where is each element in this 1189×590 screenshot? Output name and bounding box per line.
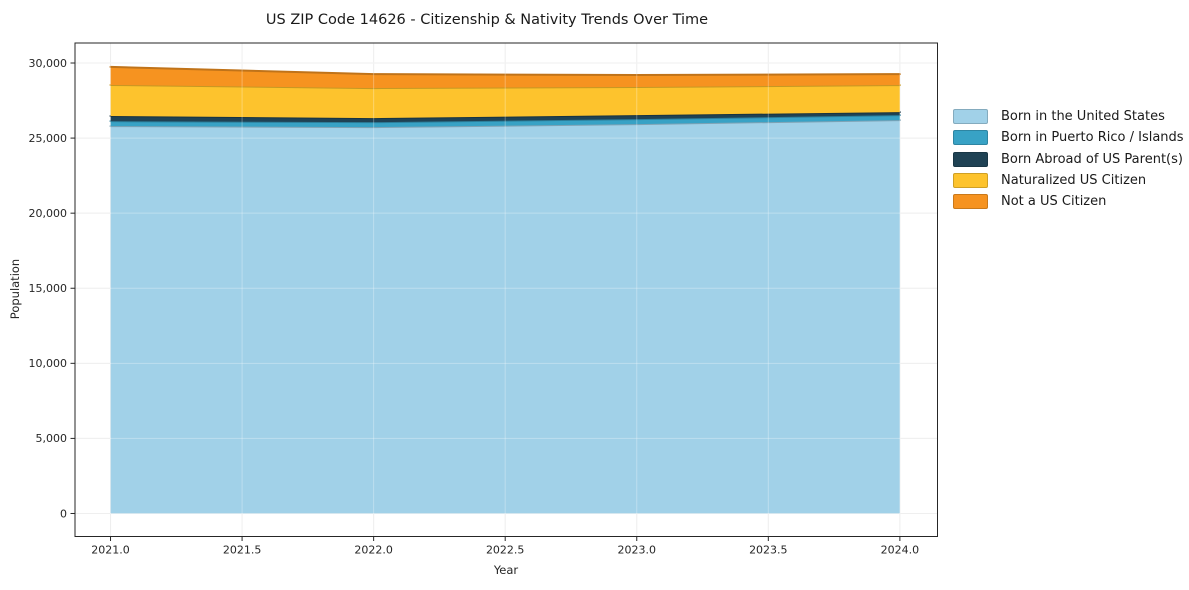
area-not-a-us-citizen: [110, 66, 900, 89]
legend-label: Not a US Citizen: [1001, 194, 1107, 210]
legend-label: Born in the United States: [1001, 109, 1165, 124]
legend-swatch: [953, 172, 988, 188]
area-edge-not-a-us-citizen: [109, 65, 901, 77]
x-tick-label: 2024.0: [881, 544, 920, 557]
y-tick-label: 10,000: [29, 357, 68, 370]
x-tick-label: 2022.0: [354, 544, 393, 557]
plot-border: [74, 42, 938, 537]
area-edge-born-in-puerto-rico-islands: [109, 114, 901, 124]
legend-swatch: [953, 130, 988, 146]
legend-swatch: [953, 151, 988, 167]
x-axis-label: Year: [493, 563, 519, 577]
legend-label: Born Abroad of US Parent(s): [1001, 151, 1183, 167]
y-tick-label: 20,000: [29, 207, 68, 220]
y-tick-label: 30,000: [29, 57, 68, 70]
legend-item: Naturalized US Citizen: [953, 172, 1184, 188]
x-tick-label: 2023.5: [749, 544, 788, 557]
y-tick-label: 25,000: [29, 132, 68, 145]
legend-swatch: [953, 109, 988, 124]
chart-title: US ZIP Code 14626 - Citizenship & Nativi…: [265, 12, 709, 28]
legend-label: Born in Puerto Rico / Islands: [1001, 130, 1184, 146]
x-tick-label: 2021.0: [91, 544, 130, 557]
x-tick-label: 2021.5: [223, 544, 262, 557]
area-naturalized-us-citizen: [110, 84, 900, 119]
y-tick-label: 5,000: [36, 432, 68, 445]
x-tick-label: 2022.5: [486, 544, 525, 557]
legend-item: Born in the United States: [953, 109, 1184, 124]
x-tick-label: 2023.0: [618, 544, 657, 557]
legend-label: Naturalized US Citizen: [1001, 172, 1147, 188]
area-born-in-the-united-states: [110, 120, 900, 514]
y-tick-label: 0: [60, 507, 67, 520]
legend-item: Born in Puerto Rico / Islands: [953, 130, 1184, 146]
legend-item: Not a US Citizen: [953, 194, 1184, 210]
y-tick-label: 15,000: [29, 282, 68, 295]
legend: Born in the United States Born in Puerto …: [953, 109, 1184, 210]
legend-item: Born Abroad of US Parent(s): [953, 151, 1184, 167]
y-axis-label: Population: [8, 258, 22, 320]
legend-swatch: [953, 194, 988, 210]
area-edge-born-in-the-united-states: [109, 119, 901, 129]
